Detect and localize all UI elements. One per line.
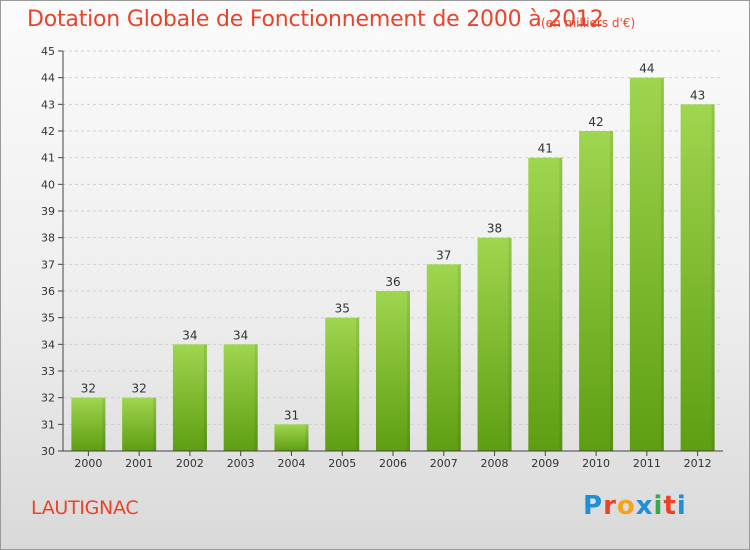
y-tick-label: 38 <box>41 232 55 245</box>
x-tick-label: 2011 <box>633 457 661 470</box>
data-label: 36 <box>385 275 400 289</box>
logo-letter: o <box>616 491 636 521</box>
y-tick-label: 45 <box>41 45 55 58</box>
data-label: 34 <box>233 328 248 342</box>
bar-shade <box>660 77 664 452</box>
x-tick-label: 2007 <box>430 457 458 470</box>
logo-letter: t <box>663 491 677 521</box>
bar-shade <box>305 424 309 451</box>
bar-2001 <box>122 397 157 451</box>
bar-shade <box>559 157 563 451</box>
data-label: 44 <box>639 62 654 76</box>
logo-letter: P <box>583 491 604 521</box>
y-tick-label: 42 <box>41 125 55 138</box>
bar-shade <box>711 104 715 451</box>
data-label: 32 <box>81 382 96 396</box>
bar-2009 <box>528 157 563 451</box>
y-tick-label: 44 <box>41 72 55 85</box>
y-tick-label: 35 <box>41 312 55 325</box>
bar-2008 <box>477 237 512 451</box>
y-tick-label: 36 <box>41 285 55 298</box>
data-label: 43 <box>690 88 705 102</box>
data-labels: 32 32 34 34 31 35 36 37 38 41 42 44 43 <box>81 62 706 423</box>
y-tick-label: 34 <box>41 338 55 351</box>
logo-letter: x <box>635 491 654 521</box>
x-tick-label: 2005 <box>328 457 356 470</box>
commune-name: LAUTIGNAC <box>31 497 139 519</box>
bar-shade <box>153 397 157 451</box>
data-label: 34 <box>182 328 197 342</box>
chart-subtitle: (en milliers d'€) <box>541 16 636 30</box>
y-tick-label: 43 <box>41 98 55 111</box>
logo-letter: i <box>676 491 687 521</box>
y-tick-label: 31 <box>41 418 55 431</box>
logo-letter: i <box>653 491 664 521</box>
x-tick-label: 2009 <box>531 457 559 470</box>
data-label: 41 <box>538 142 553 156</box>
y-tick-label: 30 <box>41 445 55 458</box>
bar-2007 <box>426 264 461 451</box>
bar-2000 <box>71 397 106 451</box>
bar-2005 <box>325 317 360 451</box>
x-tick-label: 2003 <box>227 457 255 470</box>
bar-shade <box>610 131 614 451</box>
y-tick-label: 39 <box>41 205 55 218</box>
x-tick-label: 2004 <box>277 457 305 470</box>
bar-shade <box>203 344 207 451</box>
x-tick-label: 2002 <box>176 457 204 470</box>
proxiti-logo: Proxiti <box>583 491 687 521</box>
bar-2002 <box>172 344 207 451</box>
bars <box>71 77 715 452</box>
bar-2010 <box>579 131 614 451</box>
bar-shade <box>356 317 360 451</box>
bar-2011 <box>629 77 664 452</box>
data-label: 35 <box>335 302 350 316</box>
bar-shade <box>457 264 461 451</box>
x-tick-label: 2008 <box>481 457 509 470</box>
data-label: 37 <box>436 248 451 262</box>
chart-title: Dotation Globale de Fonctionnement de 20… <box>27 7 604 32</box>
bar-shade <box>407 291 410 451</box>
data-label: 31 <box>284 408 299 422</box>
bar-2006 <box>376 291 410 451</box>
x-tick-label: 2000 <box>74 457 102 470</box>
x-tick-label: 2010 <box>582 457 610 470</box>
data-label: 38 <box>487 222 502 236</box>
bar-shade <box>508 237 512 451</box>
bar-shade <box>102 397 106 451</box>
bar-2003 <box>223 344 258 451</box>
x-tick-label: 2006 <box>379 457 407 470</box>
axes: 30 31 32 33 34 35 36 37 38 39 40 41 42 43 44 45 2000 2001… <box>41 45 723 470</box>
y-tick-label: 37 <box>41 258 55 271</box>
bar-2004 <box>274 424 309 451</box>
x-tick-label: 2012 <box>684 457 712 470</box>
y-tick-label: 41 <box>41 152 55 165</box>
logo-letter: r <box>603 491 617 521</box>
y-tick-label: 40 <box>41 178 55 191</box>
y-tick-label: 33 <box>41 365 55 378</box>
x-tick-label: 2001 <box>125 457 153 470</box>
data-label: 42 <box>588 115 603 129</box>
bar-shade <box>254 344 258 451</box>
bar-2012 <box>680 104 715 451</box>
data-label: 32 <box>132 382 147 396</box>
y-tick-label: 32 <box>41 392 55 405</box>
